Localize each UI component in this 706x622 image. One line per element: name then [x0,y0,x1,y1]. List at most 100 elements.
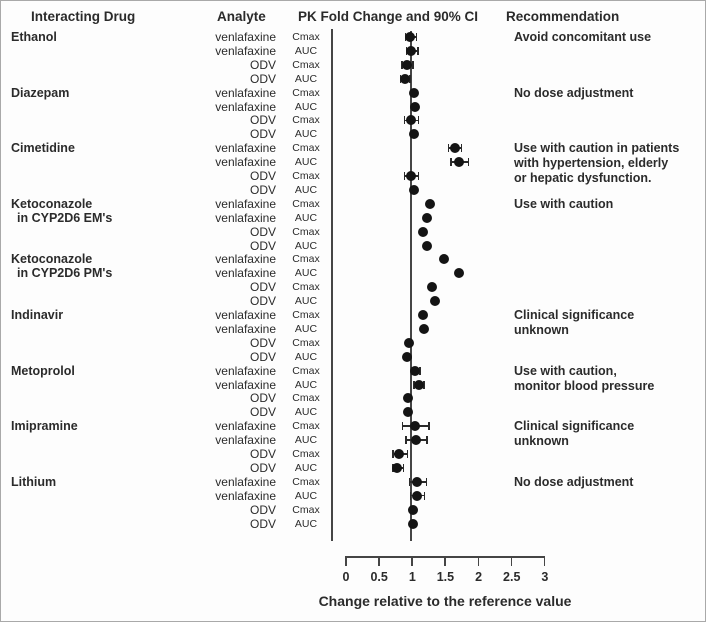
x-axis-tick [510,556,513,566]
param-label: Cmax [292,336,320,349]
analyte-label: venlafaxine [215,155,276,170]
error-bar-cap [460,144,463,153]
param-label: AUC [294,100,318,113]
param-label: Cmax [292,253,320,266]
data-point [408,518,419,529]
data-point [404,337,415,348]
drug-label: Cimetidine [11,141,75,156]
param-label: AUC [294,72,318,85]
x-axis-title: Change relative to the reference value [318,593,572,609]
data-point [417,310,428,320]
data-point [409,421,420,432]
error-bar-cap [467,158,470,167]
analyte-label: venlafaxine [215,377,276,392]
drug-label: Diazepam [11,85,70,100]
analyte-label: venlafaxine [215,99,276,114]
drug-label: Ketoconazole [11,196,93,211]
param-label: Cmax [292,31,320,43]
param-label: AUC [294,211,318,224]
analyte-label: venlafaxine [215,363,276,378]
param-label: Cmax [292,114,320,127]
param-label: Cmax [292,142,320,155]
data-point [408,504,419,515]
x-axis-tick [411,556,413,566]
data-point [418,323,429,334]
error-bar-cap [447,144,450,153]
analyte-label: venlafaxine [215,308,276,322]
param-label: Cmax [292,58,320,71]
recommendation-text: Use with caution in patients [514,141,680,156]
column-header-pk-fold-change: PK Fold Change and 90% CI [298,9,479,24]
error-bar-cap [403,116,406,125]
x-axis-tick [543,556,546,566]
data-point [404,32,415,42]
data-point [412,490,423,501]
analyte-label: ODV [249,224,276,239]
analyte-label: ODV [249,335,276,350]
data-point [402,59,413,70]
x-axis-tick [477,556,480,566]
data-point [413,379,424,390]
x-axis-tick-label: 2.5 [503,570,521,584]
error-bar-cap [405,436,407,445]
analyte-label: ODV [249,349,276,364]
data-point [410,435,421,446]
param-label: Cmax [292,503,320,516]
error-bar-cap [409,491,412,500]
data-point [422,240,433,251]
param-label: AUC [294,489,318,502]
analyte-label: ODV [249,280,276,295]
param-label: AUC [294,461,318,474]
recommendation-text: Use with caution [514,196,614,211]
param-label: AUC [294,322,318,335]
analyte-label: venlafaxine [215,252,276,267]
data-point [408,184,419,195]
data-point [394,449,405,459]
param-label: AUC [294,128,318,141]
x-axis-tick-label: 1.5 [436,570,455,584]
analyte-label: venlafaxine [215,474,276,489]
x-axis-tick-label: 1 [408,570,416,584]
data-point [402,393,413,404]
error-bar-cap [423,491,426,500]
param-label: Cmax [292,281,320,294]
error-bar-cap [408,477,411,486]
analyte-label: ODV [249,113,276,128]
error-bar-cap [425,477,428,486]
data-point [424,198,435,209]
param-label: AUC [294,406,318,419]
column-header-analyte: Analyte [217,9,266,24]
error-bar-cap [417,116,420,125]
x-axis-tick [378,556,380,566]
recommendation-text: unknown [514,323,569,337]
analyte-label: ODV [249,169,276,183]
column-header-recommendation: Recommendation [506,9,620,24]
data-point [454,157,465,168]
analyte-label: venlafaxine [215,433,276,448]
analyte-label: ODV [249,502,276,517]
data-point [439,254,450,265]
error-bar-cap [417,172,420,180]
x-axis-tick-label: 2 [475,570,483,584]
param-label: AUC [294,44,318,57]
reference-line [410,31,412,541]
data-point [406,115,417,126]
analyte-label: venlafaxine [215,43,276,58]
param-label: Cmax [292,309,320,321]
analyte-label: ODV [249,182,276,197]
param-label: Cmax [292,475,320,488]
data-point [406,45,417,56]
drug-label: Indinavir [11,308,64,322]
error-bar-cap [417,46,419,55]
error-bar-cap [426,436,428,445]
param-label: Cmax [292,197,320,210]
column-header-interacting-drug: Interacting Drug [31,9,136,24]
data-point [450,143,461,154]
param-label: AUC [294,378,318,391]
data-point [408,129,419,140]
analyte-label: ODV [249,460,276,475]
x-axis-tick-label: 0 [342,570,350,584]
analyte-label: venlafaxine [215,30,276,44]
x-axis-tick [345,556,347,566]
drug-label: Lithium [11,474,57,489]
